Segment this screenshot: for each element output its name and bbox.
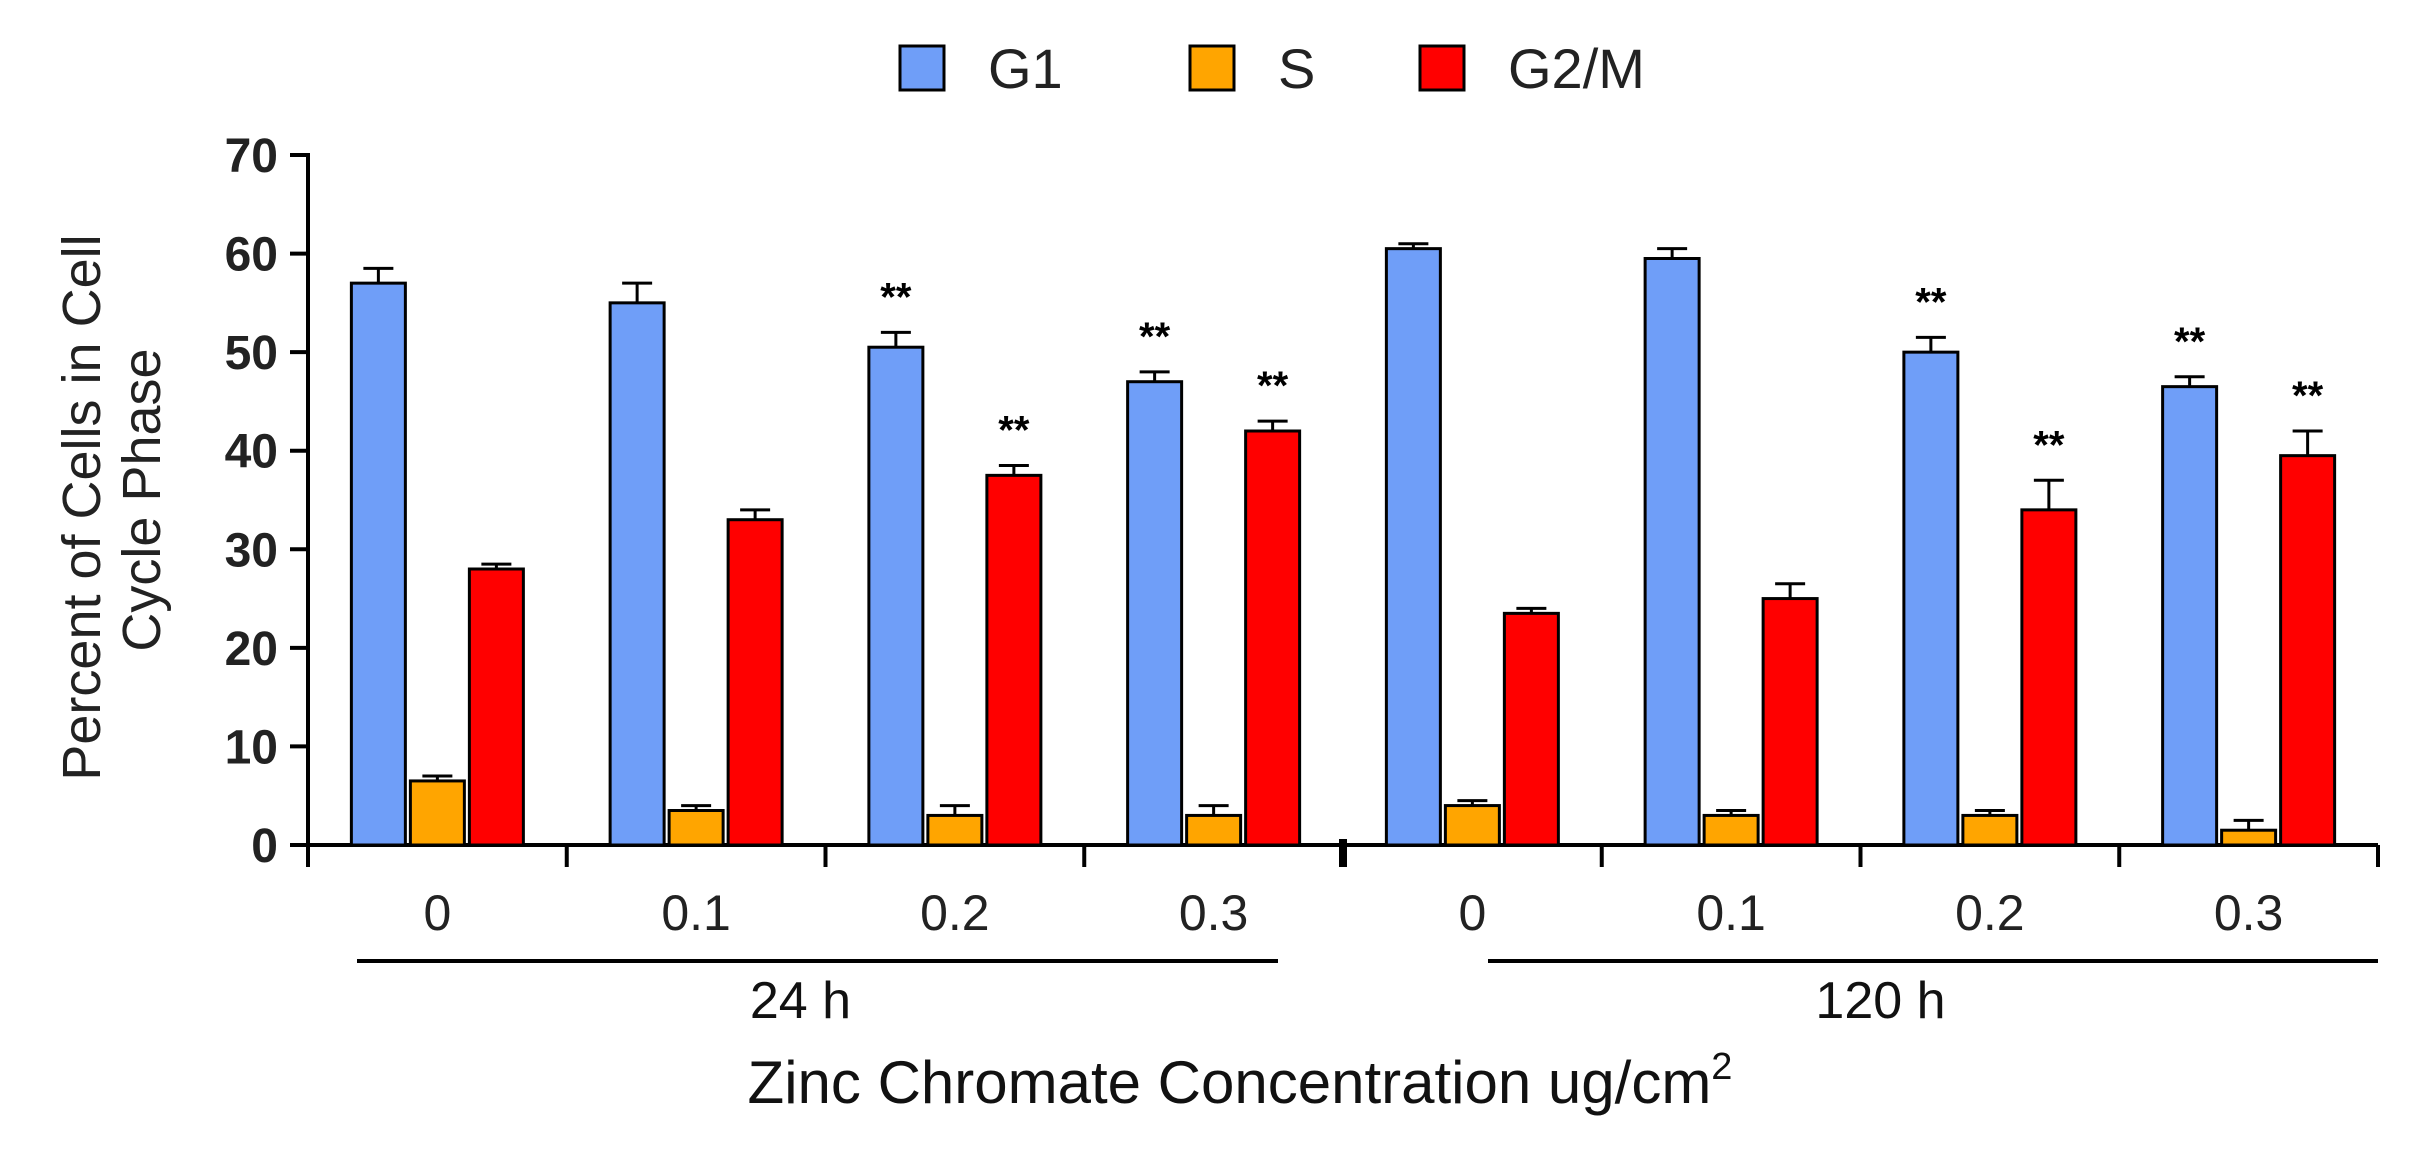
- bar-G1-4: [1384, 247, 1442, 847]
- bars: ** ** ** ** ** ** ** **: [349, 242, 2337, 847]
- significance-G2/M-7: **: [2292, 374, 2324, 418]
- y-tick-label-10: 10: [225, 721, 278, 774]
- significance-G1-7: **: [2174, 320, 2206, 364]
- legend-swatch-G1: [898, 44, 946, 92]
- group-label-1: 120 h: [1815, 972, 1945, 1030]
- x-axis-label-superscript: 2: [1711, 1046, 1732, 1088]
- bar-G2/M-4: [1502, 611, 1560, 847]
- bar-S-3: [1185, 813, 1243, 847]
- bar-G2/M-3: [1244, 429, 1302, 847]
- bar-G1-1: [608, 301, 666, 847]
- y-tick-label-50: 50: [225, 327, 278, 380]
- bar-S-6: [1961, 813, 2019, 847]
- bar-G2/M-1: [726, 518, 784, 847]
- legend-swatch-S: [1188, 44, 1236, 92]
- legend-label-S: S: [1278, 37, 1315, 100]
- legend-label-G2/M: G2/M: [1508, 37, 1645, 100]
- bar-S-2: [926, 813, 984, 847]
- x-tick-label-5: 0.1: [1696, 885, 1766, 941]
- bar-G2/M-0: [467, 567, 525, 847]
- significance-G2/M-3: **: [1257, 364, 1289, 408]
- bar-G1-7: [2161, 385, 2219, 847]
- x-tick-label-7: 0.3: [2214, 885, 2284, 941]
- x-tick-label-2: 0.2: [920, 885, 990, 941]
- group-break-marker: [1339, 839, 1347, 867]
- y-axis-label: Percent of Cells in Cell Cycle Phase: [52, 219, 172, 780]
- bar-S-5: [1702, 813, 1760, 847]
- y-tick-label-40: 40: [225, 426, 278, 479]
- y-tick-label-20: 20: [225, 623, 278, 676]
- significance-G1-3: **: [1139, 315, 1171, 359]
- legend-swatch-G2/M: [1418, 44, 1466, 92]
- bar-G2/M-6: [2020, 508, 2078, 847]
- y-tick-label-0: 0: [251, 820, 278, 873]
- bar-S-7: [2220, 828, 2278, 847]
- legend-label-G1: G1: [988, 37, 1063, 100]
- bar-G2/M-5: [1761, 597, 1819, 847]
- x-tick-label-0: 0: [423, 885, 451, 941]
- y-tick-label-30: 30: [225, 524, 278, 577]
- bar-G1-6: [1902, 350, 1960, 847]
- x-tick-label-6: 0.2: [1955, 885, 2025, 941]
- x-tick-label-4: 0: [1458, 885, 1486, 941]
- bar-G2/M-2: [985, 473, 1043, 847]
- bar-G1-2: [867, 345, 925, 847]
- x-tick-label-1: 0.1: [661, 885, 731, 941]
- significance-G2/M-2: **: [998, 409, 1030, 453]
- x-axis-label: Zinc Chromate Concentration ug/cm2: [748, 1046, 1733, 1116]
- y-axis-label-line1: Percent of Cells in Cell: [52, 234, 112, 780]
- bar-G2/M-7: [2279, 454, 2337, 847]
- x-tick-label-3: 0.3: [1179, 885, 1249, 941]
- bar-S-4: [1443, 804, 1501, 847]
- bar-G1-0: [349, 281, 407, 847]
- axes: Percent of Cells in Cell Cycle Phase Zin…: [52, 130, 2380, 1116]
- bar-S-1: [667, 809, 725, 847]
- x-axis-label-main: Zinc Chromate Concentration ug/cm: [748, 1049, 1712, 1116]
- legend: G1 S G2/M: [898, 37, 1645, 100]
- significance-G1-6: **: [1915, 280, 1947, 324]
- group-label-0: 24 h: [750, 972, 851, 1030]
- y-tick-label-60: 60: [225, 229, 278, 282]
- bar-G1-5: [1643, 257, 1701, 847]
- bar-S-0: [408, 779, 466, 847]
- bar-G1-3: [1126, 380, 1184, 847]
- significance-G1-2: **: [880, 275, 912, 319]
- significance-G2/M-6: **: [2033, 423, 2065, 467]
- y-axis-label-line2: Cycle Phase: [112, 348, 172, 651]
- y-tick-label-70: 70: [225, 130, 278, 183]
